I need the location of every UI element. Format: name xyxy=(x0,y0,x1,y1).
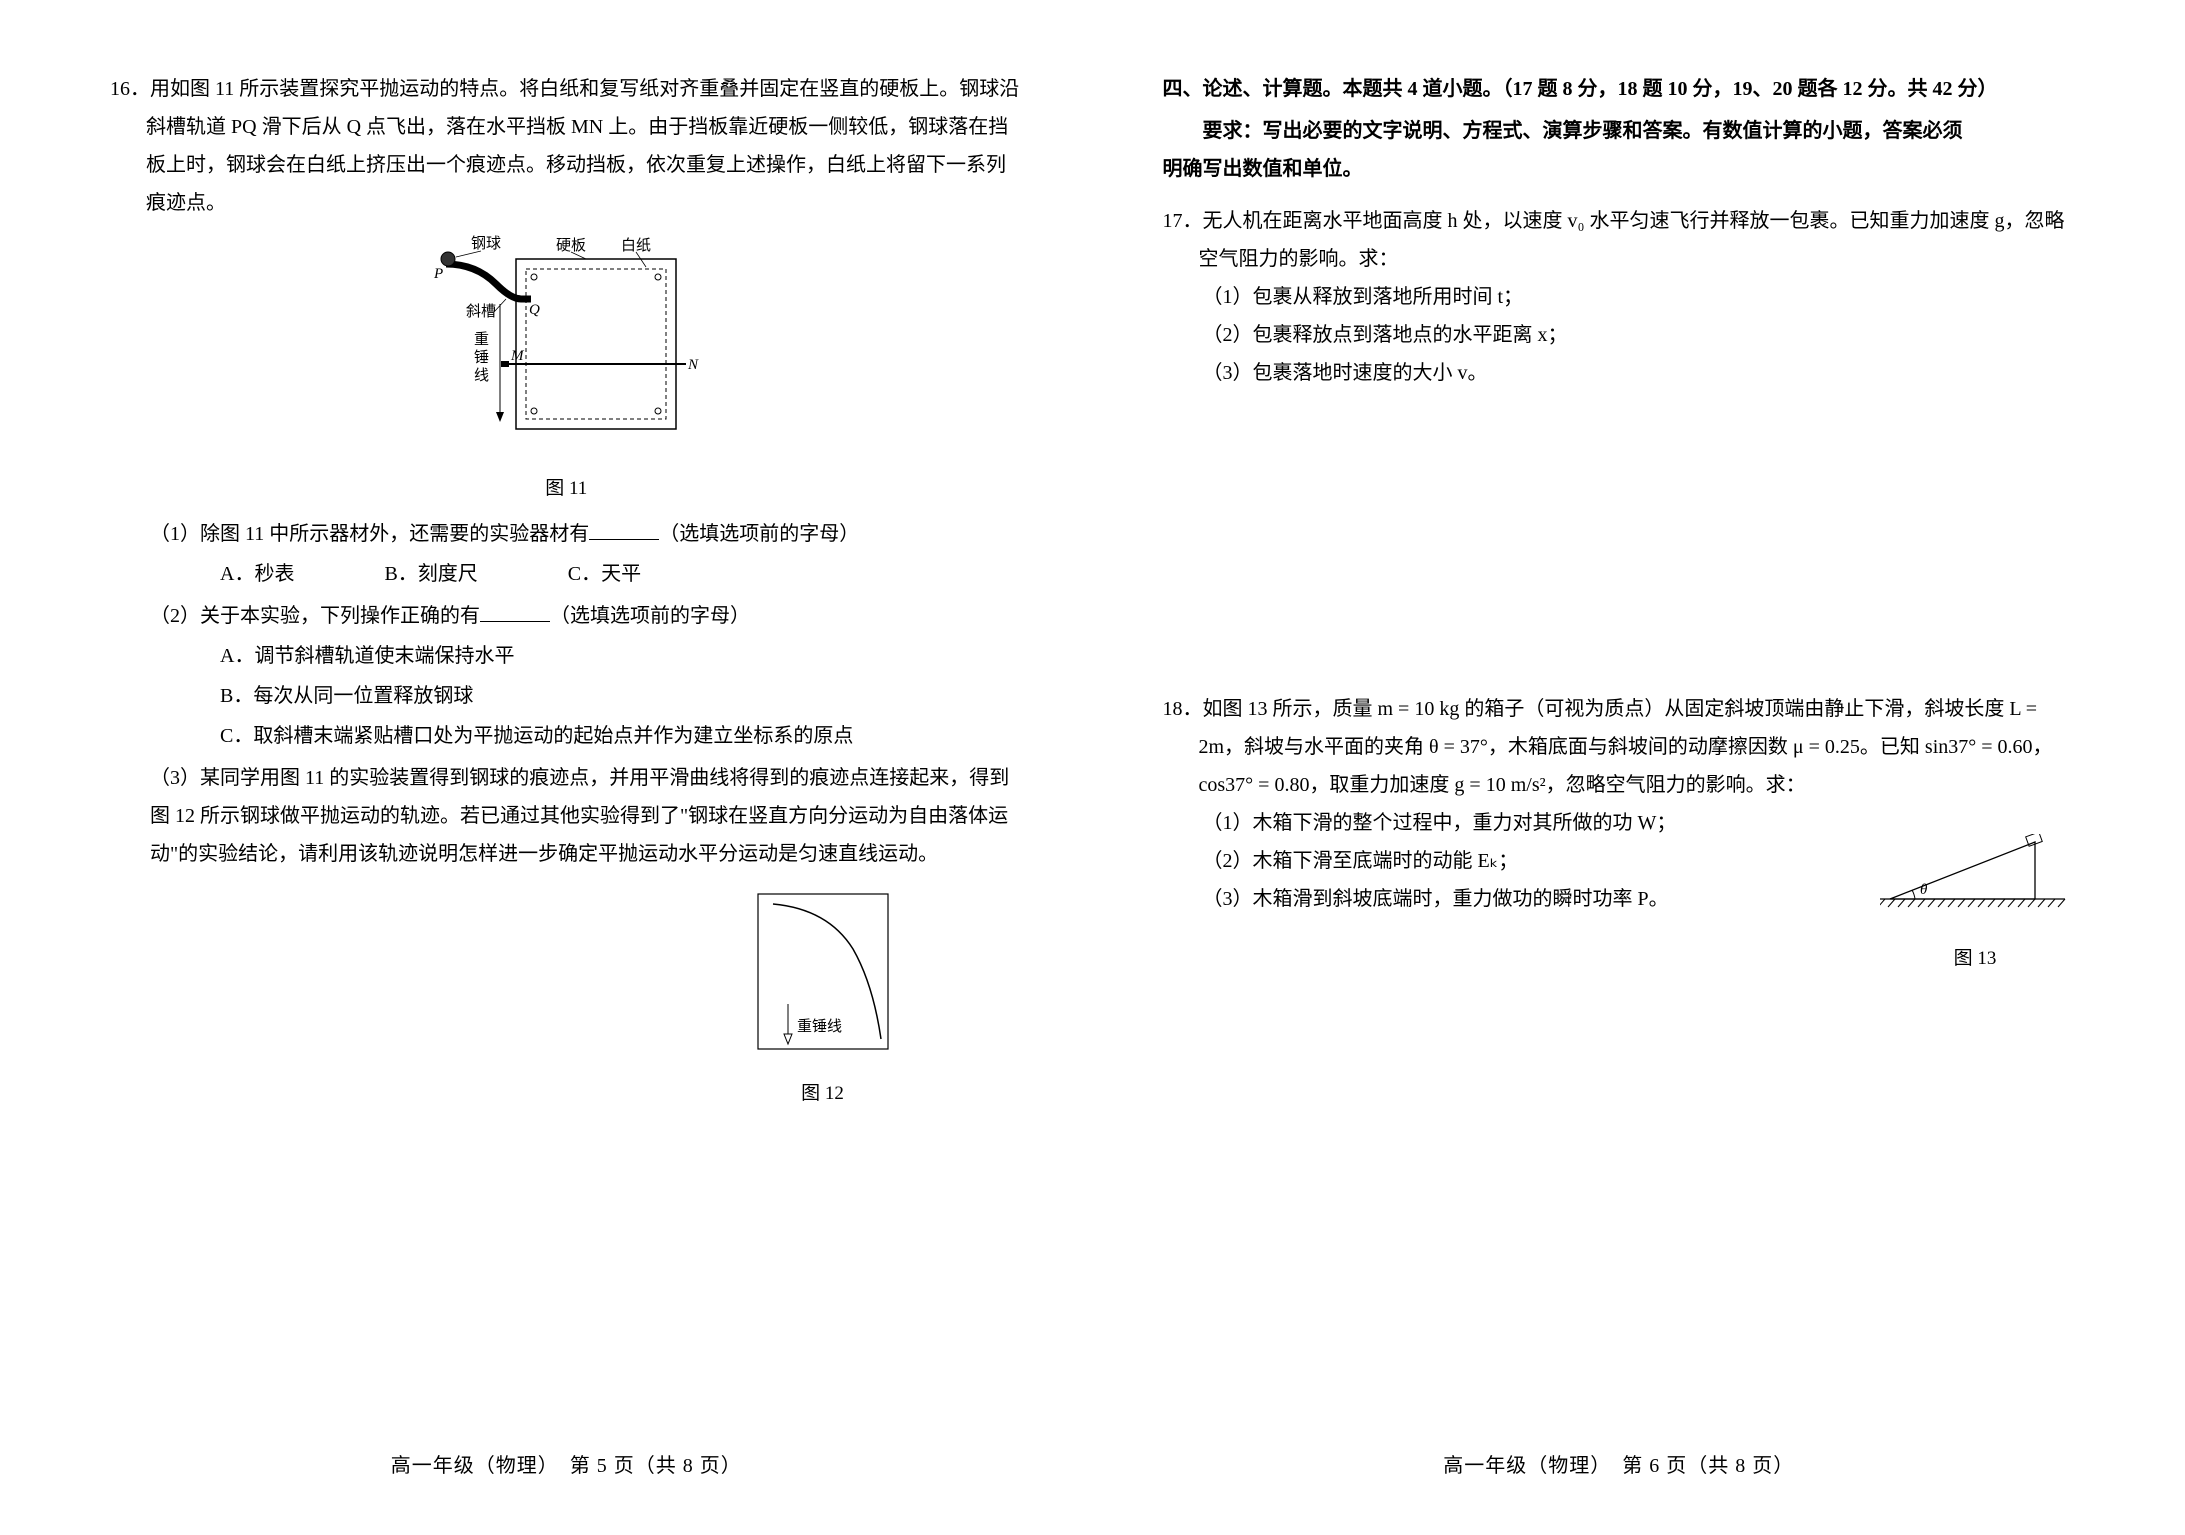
q17-workspace xyxy=(1163,410,2076,690)
page-6: 四、论述、计算题。本题共 4 道小题。（17 题 8 分，18 题 10 分，1… xyxy=(1093,70,2126,1495)
figure-13-svg: θ xyxy=(1880,834,2070,924)
q16-sub2-options: A．调节斜槽轨道使末端保持水平 B．每次从同一位置释放钢球 C．取斜槽末端紧贴槽… xyxy=(150,637,1023,755)
q16-sub1-blank xyxy=(589,520,659,540)
fig11-label-N: N xyxy=(687,357,699,373)
fig11-plumb3: 线 xyxy=(474,367,489,384)
q16-sub1-optA: A．秒表 xyxy=(220,555,294,593)
fig12-caption: 图 12 xyxy=(753,1076,893,1112)
q16-sub1-optC: C．天平 xyxy=(568,555,641,593)
q18-row: （1）木箱下滑的整个过程中，重力对其所做的功 W； （2）木箱下滑至底端时的动能… xyxy=(1163,804,2076,977)
q16-sub1-text: （1）除图 11 中所示器材外，还需要的实验器材有 xyxy=(150,523,589,545)
q17-s2: （2）包裹释放点到落地点的水平距离 x； xyxy=(1203,316,2076,354)
q16-sub2: （2）关于本实验，下列操作正确的有 （选填选项前的字母） xyxy=(150,597,1023,635)
q16-sub2-text: （2）关于本实验，下列操作正确的有 xyxy=(150,605,480,627)
q17-text-wrap: 17．无人机在距离水平地面高度 h 处，以速度 v₀ 水平匀速飞行并释放一包裹。… xyxy=(1163,202,2076,278)
q16-sub3: （3）某同学用图 11 的实验装置得到钢球的痕迹点，并用平滑曲线将得到的痕迹点连… xyxy=(150,759,1023,873)
page-5: 16．用如图 11 所示装置探究平抛运动的特点。将白纸和复写纸对齐重叠并固定在竖… xyxy=(60,70,1093,1495)
figure-12-wrap: 重锤线 图 12 xyxy=(110,889,1023,1112)
question-18: 18．如图 13 所示，质量 m = 10 kg 的箱子（可视为质点）从固定斜坡… xyxy=(1163,690,2076,977)
fig11-caption: 图 11 xyxy=(110,471,1023,507)
figure-11: 钢球 硬板 白纸 P Q 斜槽 重 锤 线 M N xyxy=(110,234,1023,507)
q16-subquestions: （1）除图 11 中所示器材外，还需要的实验器材有 （选填选项前的字母） A．秒表… xyxy=(110,515,1023,873)
figure-12: 重锤线 图 12 xyxy=(753,889,893,1112)
q18-s2: （2）木箱下滑至底端时的动能 Eₖ； xyxy=(1203,842,1876,880)
q16-sub1: （1）除图 11 中所示器材外，还需要的实验器材有 （选填选项前的字母） xyxy=(150,515,1023,553)
q18-s1: （1）木箱下滑的整个过程中，重力对其所做的功 W； xyxy=(1203,804,1876,842)
q16-sub1-options: A．秒表 B．刻度尺 C．天平 xyxy=(150,555,1023,593)
q16-number: 16． xyxy=(110,78,150,100)
fig11-label-paper: 白纸 xyxy=(621,237,651,254)
q17-s3: （3）包裹落地时速度的大小 v。 xyxy=(1203,354,2076,392)
fig13-theta: θ xyxy=(1920,882,1928,898)
fig11-label-chute: 斜槽 xyxy=(466,303,496,320)
q18-number: 18． xyxy=(1163,698,1203,720)
figure-11-svg: 钢球 硬板 白纸 P Q 斜槽 重 锤 线 M N xyxy=(426,234,706,454)
footer-right: 高一年级（物理） 第 6 页（共 8 页） xyxy=(1163,1447,2076,1495)
figure-12-svg: 重锤线 xyxy=(753,889,893,1059)
q16-sub2-blank xyxy=(480,602,550,622)
section4-header: 四、论述、计算题。本题共 4 道小题。（17 题 8 分，18 题 10 分，1… xyxy=(1163,70,2076,108)
q18-text-wrap: 18．如图 13 所示，质量 m = 10 kg 的箱子（可视为质点）从固定斜坡… xyxy=(1163,690,2076,804)
q16-sub1-tail: （选填选项前的字母） xyxy=(659,523,859,545)
q16-sub2-tail: （选填选项前的字母） xyxy=(550,605,750,627)
section4-req2: 明确写出数值和单位。 xyxy=(1163,158,1363,180)
fig13-caption: 图 13 xyxy=(1875,941,2075,977)
q16-sub2-optA: A．调节斜槽轨道使末端保持水平 xyxy=(220,637,1023,675)
q18-subs: （1）木箱下滑的整个过程中，重力对其所做的功 W； （2）木箱下滑至底端时的动能… xyxy=(1163,804,1876,918)
q17-text: 无人机在距离水平地面高度 h 处，以速度 v₀ 水平匀速飞行并释放一包裹。已知重… xyxy=(1199,210,2065,270)
page-6-content: 四、论述、计算题。本题共 4 道小题。（17 题 8 分，18 题 10 分，1… xyxy=(1163,70,2076,1447)
fig11-plumb1: 重 xyxy=(474,331,489,348)
q16-sub2-optB: B．每次从同一位置释放钢球 xyxy=(220,677,1023,715)
fig11-label-ball: 钢球 xyxy=(471,235,501,252)
q17-number: 17． xyxy=(1163,210,1203,232)
question-16: 16．用如图 11 所示装置探究平抛运动的特点。将白纸和复写纸对齐重叠并固定在竖… xyxy=(110,70,1023,1112)
q16-intro: 16．用如图 11 所示装置探究平抛运动的特点。将白纸和复写纸对齐重叠并固定在竖… xyxy=(110,70,1023,222)
fig11-label-Q: Q xyxy=(529,302,540,318)
q18-text: 如图 13 所示，质量 m = 10 kg 的箱子（可视为质点）从固定斜坡顶端由… xyxy=(1199,698,2053,796)
fig11-label-M: M xyxy=(510,348,525,364)
fig11-plumb2: 锤 xyxy=(474,349,489,366)
exam-sheet: 16．用如图 11 所示装置探究平抛运动的特点。将白纸和复写纸对齐重叠并固定在竖… xyxy=(0,0,2185,1535)
question-17: 17．无人机在距离水平地面高度 h 处，以速度 v₀ 水平匀速飞行并释放一包裹。… xyxy=(1163,202,2076,392)
q17-subs: （1）包裹从释放到落地所用时间 t； （2）包裹释放点到落地点的水平距离 x； … xyxy=(1163,278,2076,392)
section4-requirements: 要求：写出必要的文字说明、方程式、演算步骤和答案。有数值计算的小题，答案必须 明… xyxy=(1163,112,2076,188)
footer-left: 高一年级（物理） 第 5 页（共 8 页） xyxy=(110,1447,1023,1495)
fig11-label-P: P xyxy=(433,266,443,282)
q16-sub2-optC: C．取斜槽末端紧贴槽口处为平抛运动的起始点并作为建立坐标系的原点 xyxy=(220,717,1023,755)
section4-req1: 要求：写出必要的文字说明、方程式、演算步骤和答案。有数值计算的小题，答案必须 xyxy=(1203,120,1963,142)
q17-s1: （1）包裹从释放到落地所用时间 t； xyxy=(1203,278,2076,316)
fig12-label: 重锤线 xyxy=(797,1018,842,1035)
page-5-content: 16．用如图 11 所示装置探究平抛运动的特点。将白纸和复写纸对齐重叠并固定在竖… xyxy=(110,70,1023,1447)
figure-13: θ xyxy=(1875,834,2075,977)
fig11-label-board: 硬板 xyxy=(556,236,586,254)
q16-intro-text: 用如图 11 所示装置探究平抛运动的特点。将白纸和复写纸对齐重叠并固定在竖直的硬… xyxy=(146,78,1019,214)
q16-sub1-optB: B．刻度尺 xyxy=(384,555,477,593)
q18-s3: （3）木箱滑到斜坡底端时，重力做功的瞬时功率 P。 xyxy=(1203,880,1876,918)
